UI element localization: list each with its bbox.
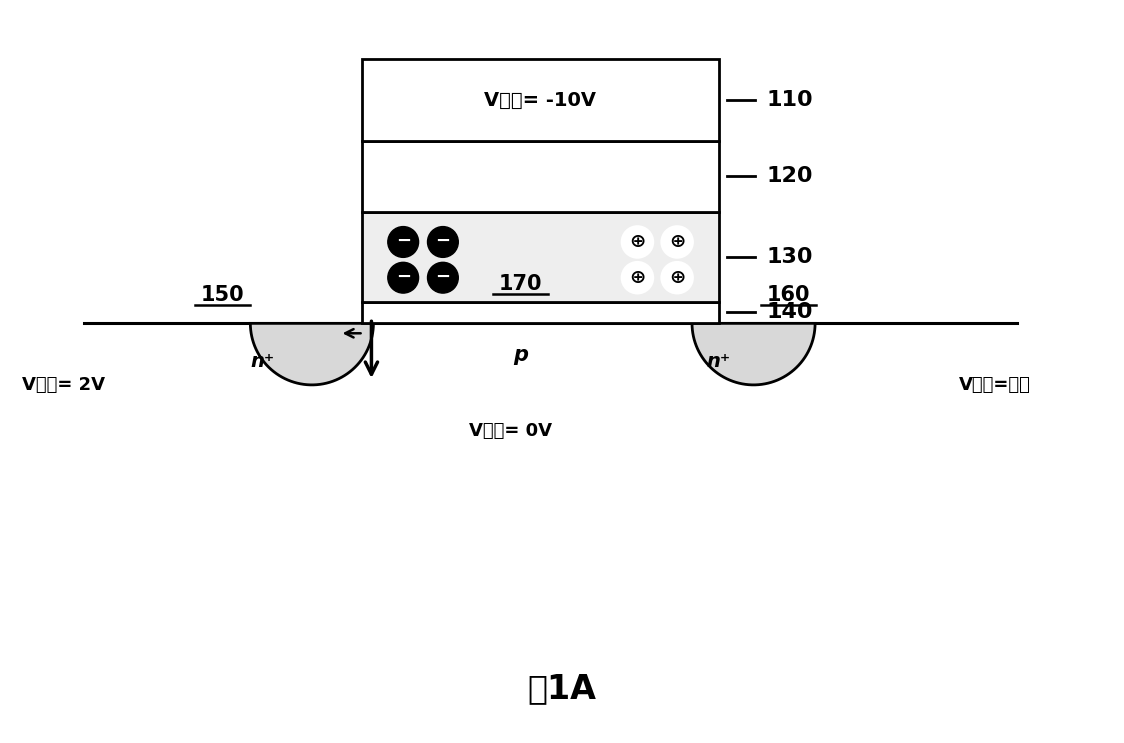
Text: 160: 160 <box>767 285 810 305</box>
Bar <box>362 59 719 140</box>
Circle shape <box>388 227 418 257</box>
Text: 140: 140 <box>767 302 813 322</box>
Text: −: − <box>435 267 451 286</box>
Circle shape <box>622 262 653 293</box>
Text: −: − <box>435 232 451 250</box>
Text: n⁺: n⁺ <box>707 351 731 371</box>
Text: p: p <box>513 345 528 365</box>
Bar <box>362 212 719 302</box>
Text: 120: 120 <box>767 166 813 186</box>
Circle shape <box>662 227 692 257</box>
Polygon shape <box>251 323 373 385</box>
Text: ⊕: ⊕ <box>629 233 645 251</box>
Circle shape <box>427 262 459 293</box>
Circle shape <box>427 227 459 257</box>
Text: ⊕: ⊕ <box>669 233 686 251</box>
Circle shape <box>662 262 692 293</box>
Circle shape <box>388 262 418 293</box>
Text: V源极= 2V: V源极= 2V <box>22 376 105 394</box>
Text: 图1A: 图1A <box>527 672 597 705</box>
Text: −: − <box>396 267 410 286</box>
Text: 170: 170 <box>499 273 542 293</box>
Text: V村底= 0V: V村底= 0V <box>469 421 552 440</box>
Bar <box>362 302 719 323</box>
Text: 150: 150 <box>201 285 244 305</box>
Bar <box>362 140 719 212</box>
Text: 130: 130 <box>767 247 813 267</box>
Text: V栅极= -10V: V栅极= -10V <box>484 91 596 109</box>
Text: V漏极=浮动: V漏极=浮动 <box>959 376 1031 394</box>
Text: 110: 110 <box>767 90 813 110</box>
Text: ⊕: ⊕ <box>669 268 686 288</box>
Circle shape <box>622 227 653 257</box>
Polygon shape <box>692 323 815 385</box>
Text: −: − <box>396 232 410 250</box>
Text: ⊕: ⊕ <box>629 268 645 288</box>
Text: n⁺: n⁺ <box>251 351 274 371</box>
